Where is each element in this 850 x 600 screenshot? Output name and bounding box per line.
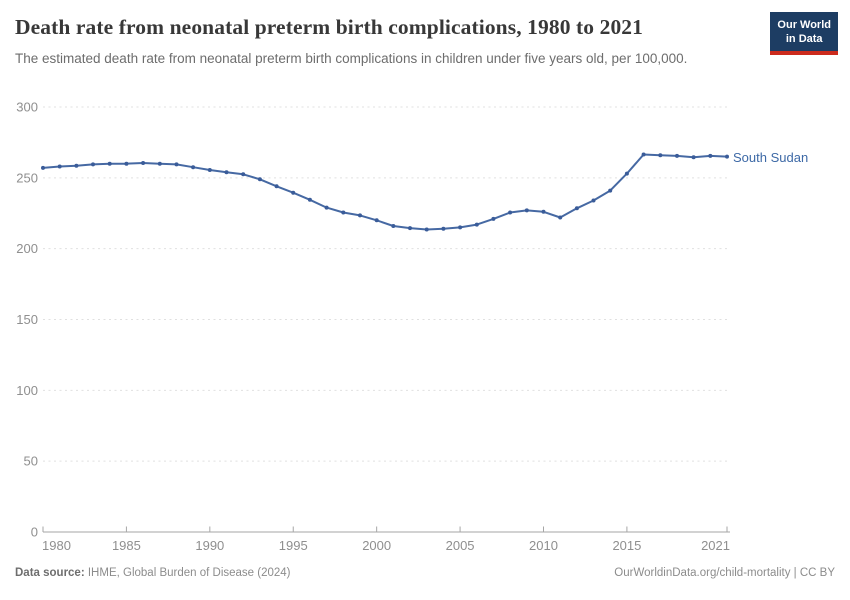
x-tick-label: 1990 — [195, 538, 224, 553]
x-tick-label: 1985 — [112, 538, 141, 553]
data-source-label: Data source: — [15, 567, 85, 579]
y-tick-label: 200 — [16, 241, 38, 256]
data-point — [574, 206, 579, 211]
data-point — [424, 227, 429, 232]
data-point — [491, 216, 496, 221]
data-point — [174, 162, 179, 167]
data-point — [41, 165, 45, 170]
data-point — [508, 210, 513, 215]
data-source: Data source: IHME, Global Burden of Dise… — [15, 567, 291, 579]
x-tick-label: 2010 — [529, 538, 558, 553]
data-point — [474, 222, 479, 227]
data-source-value: IHME, Global Burden of Disease (2024) — [84, 567, 291, 579]
data-point — [408, 226, 412, 231]
owid-logo-line2: in Data — [785, 33, 823, 46]
data-point — [725, 154, 729, 159]
y-tick-label: 250 — [16, 170, 38, 185]
data-line — [42, 153, 728, 231]
data-point — [291, 190, 296, 195]
data-point — [441, 226, 446, 231]
data-point — [257, 177, 262, 182]
data-point — [374, 218, 379, 223]
data-point — [608, 188, 613, 193]
data-point — [141, 161, 146, 165]
x-tick-label: 2021 — [701, 538, 730, 553]
data-point — [675, 153, 679, 158]
y-tick-label: 50 — [24, 454, 38, 469]
data-point — [74, 163, 79, 168]
data-point — [641, 152, 646, 157]
x-tick-label: 2000 — [362, 538, 391, 553]
data-point — [591, 198, 596, 203]
series-label-south-sudan: South Sudan — [733, 150, 809, 165]
data-point — [558, 215, 563, 220]
chart-subtitle: The estimated death rate from neonatal p… — [15, 51, 688, 66]
page-title: Death rate from neonatal preterm birth c… — [15, 15, 644, 39]
x-tick-label: 2015 — [612, 538, 641, 553]
data-point — [124, 161, 129, 166]
owid-url-link[interactable]: OurWorldinData.org/child-mortality | CC … — [614, 567, 835, 579]
data-point — [307, 197, 312, 202]
data-point — [391, 224, 396, 228]
chart-footer: Data source: IHME, Global Burden of Dise… — [15, 567, 835, 579]
data-point — [324, 205, 329, 210]
owid-logo: Our World in Data — [770, 12, 838, 55]
owid-logo-line1: Our World — [777, 19, 831, 31]
y-tick-label: 0 — [31, 525, 38, 540]
data-point — [191, 165, 196, 170]
x-tick-label: 1995 — [279, 538, 308, 553]
x-tick-label: 2005 — [446, 538, 475, 553]
data-point — [341, 210, 346, 215]
data-point — [541, 209, 546, 214]
data-point — [91, 162, 95, 167]
data-point — [658, 153, 663, 158]
data-point — [57, 164, 62, 169]
y-tick-label: 150 — [16, 312, 38, 327]
data-point — [708, 153, 713, 158]
data-point — [458, 225, 463, 230]
data-point — [241, 172, 246, 177]
data-point — [207, 168, 212, 172]
x-tick-label: 1980 — [42, 538, 71, 553]
data-point — [524, 208, 529, 213]
y-tick-label: 100 — [16, 383, 38, 398]
data-point — [107, 161, 112, 166]
data-point — [274, 184, 279, 189]
data-point — [224, 170, 229, 175]
data-point — [358, 213, 362, 218]
data-point — [157, 161, 162, 166]
data-point — [624, 171, 629, 176]
data-point — [691, 155, 696, 160]
y-tick-label: 300 — [16, 100, 38, 115]
